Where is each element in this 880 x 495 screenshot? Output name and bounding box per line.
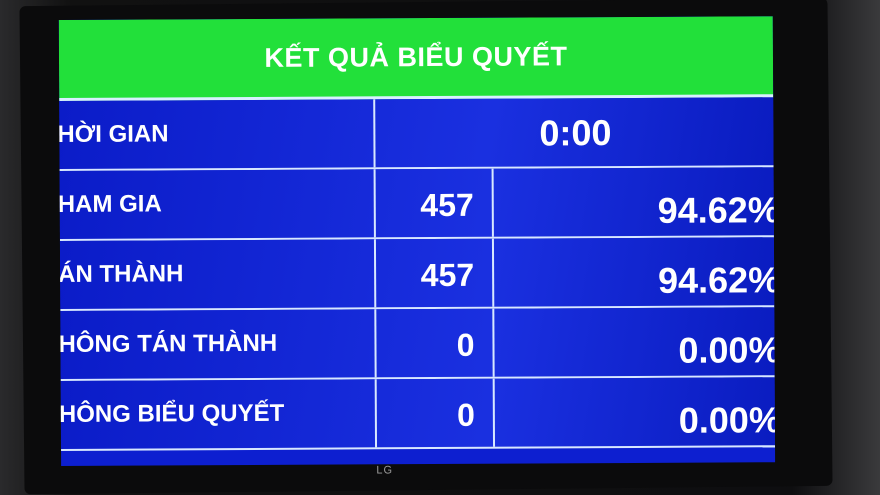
column-divider (373, 99, 376, 168)
row-percent: 94.62% (657, 189, 776, 231)
row-label: HÔNG BIỂU QUYẾT (58, 399, 285, 428)
result-row: HÔNG BIỂU QUYẾT 0 0.00% (58, 377, 776, 451)
row-count: 0 (456, 396, 475, 433)
column-divider (374, 309, 377, 378)
results-header: KẾT QUẢ BIỂU QUYẾT (58, 16, 774, 101)
column-divider (373, 169, 376, 238)
row-percent: 0.00% (678, 399, 776, 441)
results-title: KẾT QUẢ BIỂU QUYẾT (264, 40, 568, 73)
row-count: 0 (456, 326, 475, 363)
row-label: ÁN THÀNH (58, 260, 184, 288)
time-row: HỜI GIAN 0:00 (58, 97, 774, 171)
result-row: HÔNG TÁN THÀNH 0 0.00% (58, 307, 776, 381)
row-label: HÔNG TÁN THÀNH (58, 329, 278, 358)
brand-logo: LG (376, 464, 394, 477)
time-label: HỜI GIAN (58, 120, 169, 148)
result-row: HAM GIA 457 94.62% (58, 167, 776, 241)
column-divider (491, 168, 494, 237)
row-label: HAM GIA (58, 190, 162, 218)
row-count: 457 (420, 256, 475, 294)
row-count: 457 (420, 186, 474, 224)
column-divider (374, 379, 378, 448)
time-value: 0:00 (539, 112, 612, 154)
result-row: ÁN THÀNH 457 94.62% (58, 237, 776, 311)
column-divider (492, 378, 496, 447)
column-divider (492, 308, 495, 377)
column-divider (373, 239, 377, 308)
vote-results-screen: KẾT QUẢ BIỂU QUYẾT HỜI GIAN 0:00 HAM GIA… (58, 16, 776, 466)
column-divider (491, 238, 495, 307)
row-percent: 94.62% (657, 259, 776, 301)
tv-frame: KẾT QUẢ BIỂU QUYẾT HỜI GIAN 0:00 HAM GIA… (19, 0, 833, 495)
row-percent: 0.00% (678, 329, 776, 371)
